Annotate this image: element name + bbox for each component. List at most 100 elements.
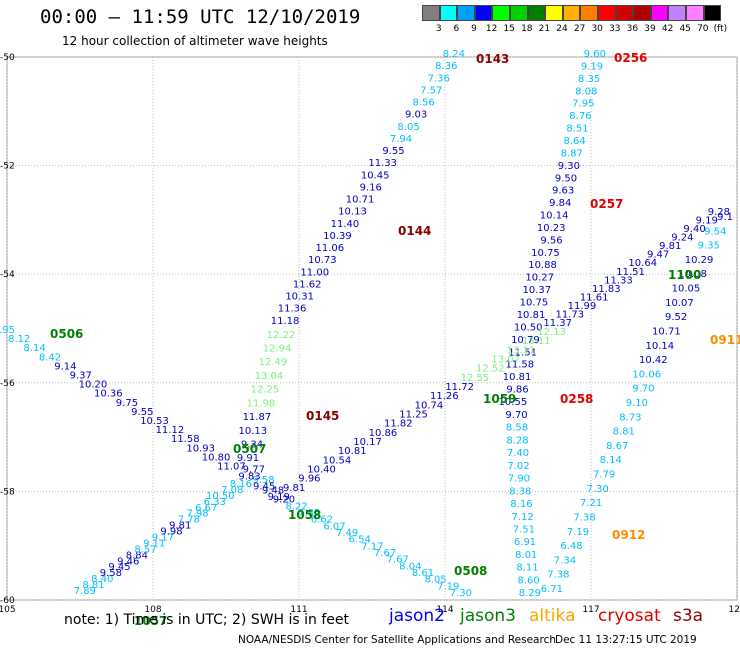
plot-frame — [6, 56, 738, 601]
wave-height-value: 10.73 — [308, 255, 337, 266]
wave-height-value: 10.50 — [206, 491, 235, 502]
colorbar-label: 39 — [644, 24, 656, 34]
colorbar-swatch — [509, 5, 528, 21]
colorbar-label: 33 — [609, 24, 621, 34]
wave-height-value: 10.17 — [353, 437, 382, 448]
wave-height-value: 6.62 — [311, 515, 333, 526]
wave-height-value: 9.75 — [116, 398, 138, 409]
wave-height-value: 9.56 — [540, 235, 562, 246]
wave-height-value: 9.37 — [70, 370, 92, 381]
wave-height-value: 9.17 — [152, 533, 174, 544]
wave-height-value: 10.20 — [79, 380, 108, 391]
wave-height-value: 9.81 — [283, 483, 305, 494]
wave-height-value: 9.86 — [506, 385, 528, 396]
wave-height-value: 8.61 — [412, 568, 434, 579]
y-tick-label: -54 — [0, 270, 15, 280]
colorbar — [422, 5, 722, 21]
wave-height-value: 10.08 — [678, 269, 707, 280]
wave-height-value: 11.06 — [316, 243, 345, 254]
wave-height-value: 11.18 — [271, 316, 300, 327]
wave-height-value: 11.00 — [300, 267, 329, 278]
wave-height-value: 10.79 — [511, 335, 540, 346]
time-label: 0912 — [612, 528, 645, 542]
wave-height-value: 11.51 — [616, 267, 645, 278]
wave-height-value: 10.81 — [517, 310, 546, 321]
colorbar-swatch — [668, 5, 686, 21]
wave-height-value: 7.21 — [580, 498, 602, 509]
wave-height-value: 8.57 — [134, 544, 156, 555]
wave-height-value: 11.58 — [171, 434, 200, 445]
time-label: 0258 — [560, 392, 593, 406]
y-tick-label: -56 — [0, 379, 15, 389]
wave-height-value: 11.51 — [508, 347, 537, 358]
wave-height-value: 9.63 — [552, 186, 574, 197]
wave-height-value: 10.13 — [239, 426, 268, 437]
colorbar-label: 42 — [661, 24, 674, 34]
wave-height-value: 8.58 — [506, 423, 528, 434]
wave-height-value: 6.07 — [323, 521, 345, 532]
wave-height-value: 7.95 — [0, 325, 15, 336]
wave-height-value: 10.75 — [531, 248, 560, 259]
wave-height-value: 13.07 — [491, 355, 520, 366]
wave-height-value: 10.55 — [499, 397, 528, 408]
wave-height-value: 8.56 — [413, 98, 435, 109]
wave-height-value: 11.62 — [293, 279, 322, 290]
wave-height-value: 8.76 — [569, 111, 591, 122]
wave-height-value: 12.94 — [263, 343, 292, 354]
wave-height-value: 8.14 — [600, 455, 622, 466]
wave-height-value: 9.47 — [647, 250, 669, 261]
wave-height-value: 9.84 — [549, 198, 571, 209]
time-label: 0256 — [614, 51, 647, 65]
time-label: 0506 — [50, 327, 83, 341]
wave-height-value: 9.50 — [555, 173, 577, 184]
wave-height-value: 10.14 — [646, 341, 675, 352]
wave-height-value: 8.51 — [566, 124, 588, 135]
wave-height-value: 6.67 — [195, 503, 217, 514]
wave-height-value: 8.22 — [285, 501, 307, 512]
colorbar-swatch — [633, 5, 651, 21]
wave-height-value: 10.40 — [307, 465, 336, 476]
y-tick-label: -60 — [0, 596, 15, 606]
legend-altika: altika — [529, 606, 576, 626]
wave-height-value: 8.87 — [561, 148, 583, 159]
wave-height-value: 13.11 — [522, 336, 551, 347]
colorbar-swatch — [685, 5, 704, 21]
wave-height-value: 8.38 — [509, 486, 531, 497]
wave-height-value: 10.88 — [528, 260, 557, 271]
wave-height-value: 11.33 — [368, 158, 397, 169]
wave-height-value: 7.02 — [507, 461, 529, 472]
wave-height-value: 6.33 — [204, 497, 226, 508]
wave-height-value: 7.12 — [512, 512, 534, 523]
wave-height-value: 7.89 — [74, 586, 96, 597]
wave-height-value: 10.31 — [285, 292, 314, 303]
wave-height-value: 10.53 — [140, 416, 169, 427]
wave-height-value: 7.90 — [508, 474, 530, 485]
wave-height-value: 7.19 — [567, 527, 589, 538]
credit-text: NOAA/NESDIS Center for Satellite Applica… — [238, 634, 556, 646]
wave-height-value: 10.14 — [540, 211, 569, 222]
wave-height-value: 8.01 — [515, 550, 537, 561]
wave-height-value: 9.58 — [252, 475, 274, 486]
time-label: 0143 — [476, 52, 509, 66]
colorbar-label: 45 — [679, 24, 691, 34]
time-label: 0144 — [398, 224, 431, 238]
wave-height-value: 7.30 — [587, 484, 609, 495]
x-tick-label: 105 — [0, 605, 16, 615]
wave-height-value: 10.45 — [361, 170, 390, 181]
wave-height-value: 8.14 — [24, 343, 46, 354]
wave-height-value: 9.54 — [704, 226, 726, 237]
wave-height-value: 9.45 — [253, 482, 275, 493]
time-label: 0507 — [233, 442, 266, 456]
wave-height-value: 9.20 — [273, 495, 295, 506]
y-tick-label: -58 — [0, 487, 15, 497]
wave-height-value: 13.04 — [255, 371, 284, 382]
wave-height-value: 9.58 — [100, 568, 122, 579]
wave-height-value: 7.49 — [336, 528, 358, 539]
wave-height-value: 9.91 — [237, 453, 259, 464]
wave-height-value: 10.75 — [520, 298, 549, 309]
colorbar-label: 24 — [556, 24, 568, 34]
time-label: 1059 — [483, 392, 516, 406]
wave-height-value: 10.93 — [186, 443, 215, 454]
wave-height-value: 10.80 — [202, 452, 231, 463]
